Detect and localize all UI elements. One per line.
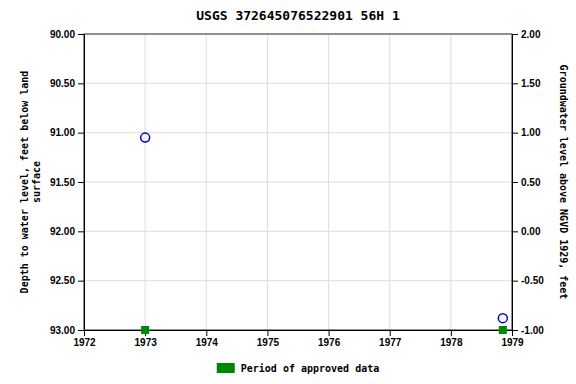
tick-mark <box>78 34 84 35</box>
tick-mark <box>451 330 452 336</box>
tick-label: 1976 <box>318 337 341 348</box>
tick-label: 1.50 <box>521 78 541 89</box>
grid-line-y <box>84 182 512 183</box>
tick-mark <box>78 330 84 331</box>
tick-mark <box>267 330 268 336</box>
series <box>141 326 507 334</box>
tick-mark <box>206 330 207 336</box>
circle-point <box>498 314 507 323</box>
x-axis: 1972 1973 1974 1975 1976 1977 1978 1979 <box>73 330 524 348</box>
chart: 1972197319741975197619771978197990.0090.… <box>0 0 576 384</box>
tick-mark <box>78 182 84 183</box>
tick: 1.00 <box>512 127 541 138</box>
tick: 1.50 <box>512 78 541 89</box>
tick-label: -1.00 <box>521 325 544 336</box>
tick: 91.00 <box>50 127 84 138</box>
y2-axis: 2.00 1.50 1.00 0.50 0.00 -0.50 -1.00 <box>512 29 544 336</box>
tick: -0.50 <box>512 275 544 286</box>
tick-mark <box>512 231 518 232</box>
axis-line <box>78 35 85 331</box>
grid-line-y <box>84 83 512 84</box>
tick: 93.00 <box>50 325 84 336</box>
square-point <box>141 326 149 334</box>
tick-label: 1975 <box>257 337 280 348</box>
plot-frame <box>84 34 512 330</box>
tick: 1972 <box>73 330 96 348</box>
tick: 1975 <box>257 330 280 348</box>
tick-mark <box>329 330 330 336</box>
grid-line-y <box>84 280 512 281</box>
tick-label: 0.00 <box>521 226 541 237</box>
legend: Period of approved data <box>217 363 379 374</box>
tick-mark <box>78 133 84 134</box>
tick-label: 1.00 <box>521 127 541 138</box>
tick-label: 2.00 <box>521 29 541 40</box>
tick-label: 1972 <box>73 337 96 348</box>
axis-line <box>513 35 519 331</box>
tick: 1977 <box>379 330 402 348</box>
y2-axis-title: Groundwater level above NGVD 1929, feet <box>558 65 569 300</box>
title: USGS 372645076522901 56H 1 <box>196 8 400 23</box>
marks <box>141 133 508 334</box>
tick-mark <box>512 133 518 134</box>
tick: 1976 <box>318 330 341 348</box>
y-axis: 90.00 90.50 91.00 91.50 92.00 92.50 93.00 <box>50 29 85 336</box>
tick: 1978 <box>440 330 463 348</box>
legend-item: Period of approved data <box>217 363 379 374</box>
grid-line-y <box>84 231 512 232</box>
tick-label: 1979 <box>501 337 524 348</box>
tick: 92.50 <box>50 275 84 286</box>
series <box>141 133 508 323</box>
tick-label: 1973 <box>135 337 158 348</box>
plot: 1972197319741975197619771978197990.0090.… <box>50 29 544 348</box>
tick-label: 1974 <box>196 337 219 348</box>
tick: 90.00 <box>50 29 84 40</box>
tick-mark <box>512 330 518 331</box>
tick-label: 1977 <box>379 337 402 348</box>
y-axis-title: Depth to water level, feet below landsur… <box>19 71 42 294</box>
tick: 0.00 <box>512 226 541 237</box>
square-point <box>499 326 507 334</box>
tick: 92.00 <box>50 226 84 237</box>
legend-swatch <box>217 363 235 373</box>
legend-label: Period of approved data <box>241 363 379 374</box>
circle-point <box>141 133 150 142</box>
tick-label: 91.50 <box>50 177 75 188</box>
tick-label: 90.50 <box>50 78 75 89</box>
tick: -1.00 <box>512 325 544 336</box>
tick-label: -0.50 <box>521 275 544 286</box>
tick-mark <box>390 330 391 336</box>
tick-mark <box>78 231 84 232</box>
tick: 91.50 <box>50 177 84 188</box>
tick: 0.50 <box>512 177 541 188</box>
tick-label: 92.50 <box>50 275 75 286</box>
tick-mark <box>512 34 518 35</box>
tick: 2.00 <box>512 29 541 40</box>
tick-mark <box>512 83 518 84</box>
tick-label: 1978 <box>440 337 463 348</box>
tick-mark <box>512 182 518 183</box>
tick-label: 92.00 <box>50 226 75 237</box>
tick-mark <box>78 83 84 84</box>
grid <box>84 34 512 330</box>
tick-mark <box>512 281 518 282</box>
tick-mark <box>78 281 84 282</box>
grid-line-y <box>84 132 512 133</box>
tick: 1974 <box>196 330 219 348</box>
tick-label: 90.00 <box>50 29 75 40</box>
tick: 90.50 <box>50 78 84 89</box>
tick-label: 91.00 <box>50 127 75 138</box>
tick-label: 93.00 <box>50 325 75 336</box>
tick-label: 0.50 <box>521 177 541 188</box>
